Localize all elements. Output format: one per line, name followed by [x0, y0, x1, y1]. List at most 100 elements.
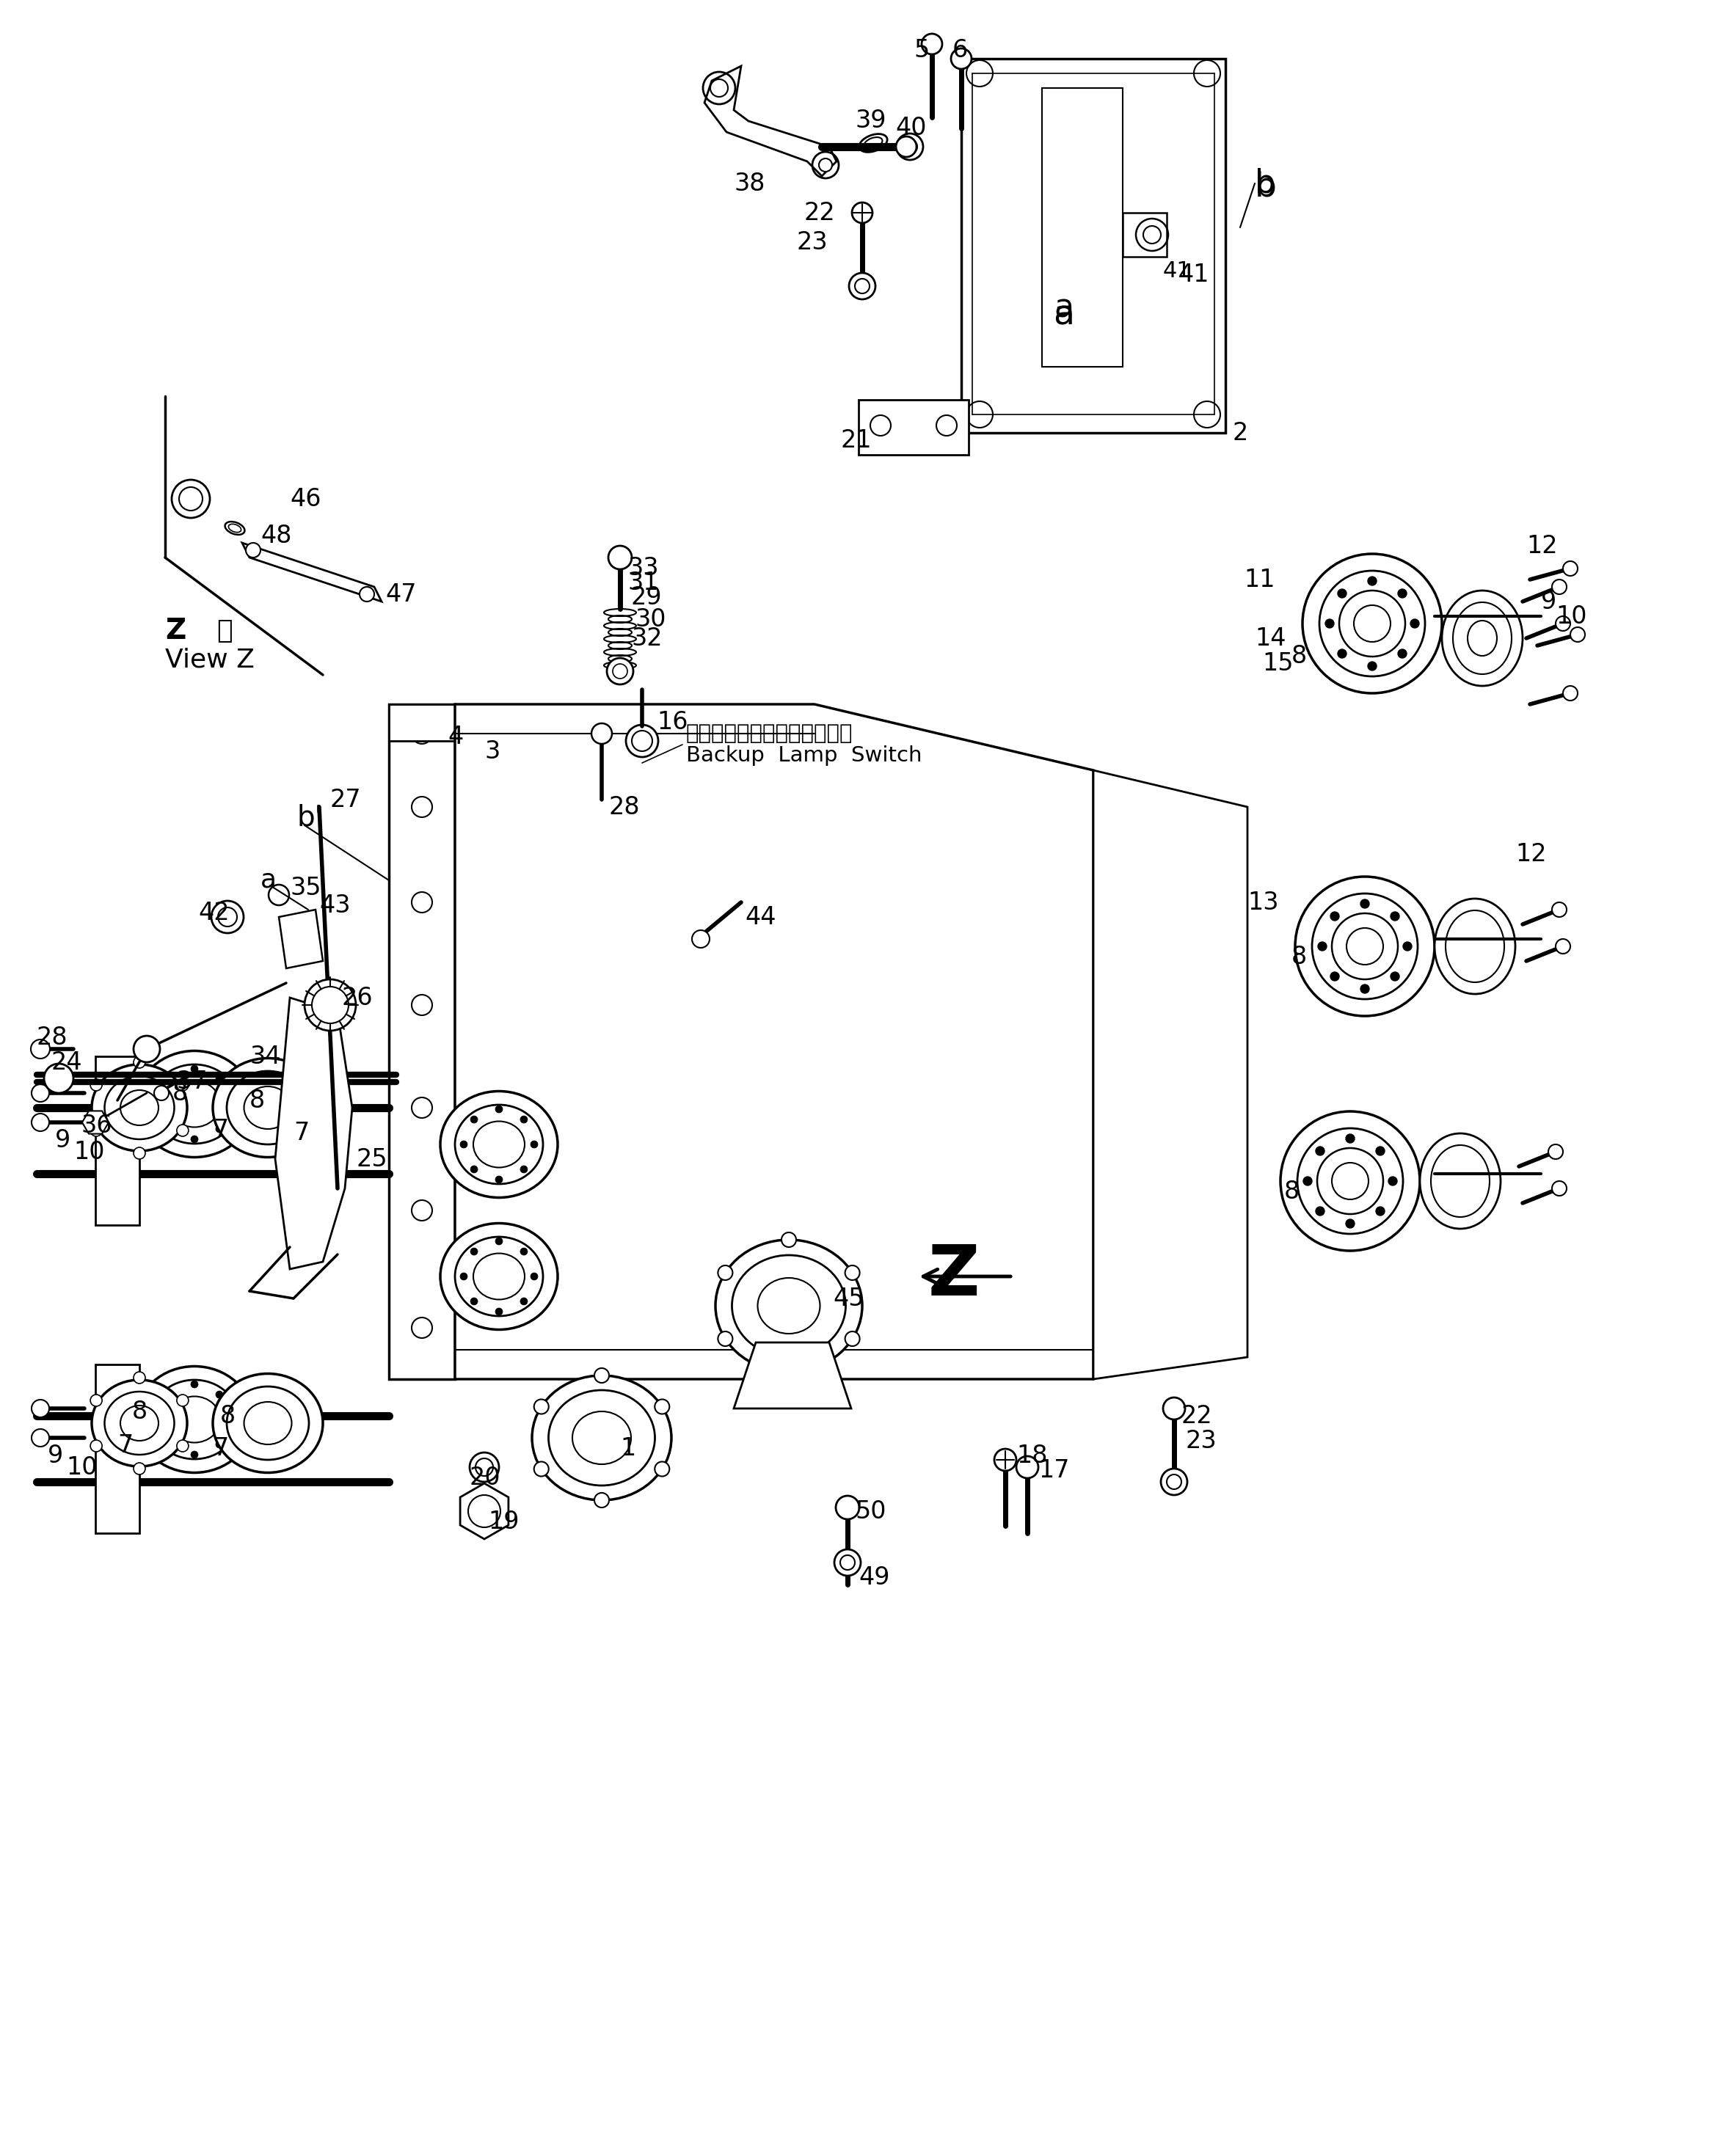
Text: 8: 8	[1283, 1179, 1299, 1205]
Circle shape	[133, 1035, 161, 1063]
Text: 10: 10	[1555, 604, 1588, 627]
Circle shape	[1304, 1177, 1313, 1186]
Circle shape	[44, 1063, 73, 1093]
Circle shape	[31, 1039, 50, 1059]
Polygon shape	[1094, 770, 1248, 1380]
Text: 19: 19	[489, 1509, 520, 1535]
Polygon shape	[704, 67, 836, 177]
Ellipse shape	[92, 1065, 186, 1151]
Circle shape	[1345, 1134, 1355, 1143]
Text: 34: 34	[250, 1044, 280, 1069]
Circle shape	[718, 1332, 733, 1345]
Circle shape	[31, 1115, 50, 1132]
Text: 8: 8	[132, 1399, 147, 1425]
Circle shape	[133, 1462, 145, 1475]
Circle shape	[215, 1391, 224, 1399]
Circle shape	[1367, 576, 1376, 586]
Ellipse shape	[865, 138, 882, 149]
Circle shape	[781, 1233, 796, 1246]
Circle shape	[31, 1429, 50, 1447]
Circle shape	[133, 1147, 145, 1160]
Text: b: b	[1254, 170, 1277, 203]
Text: 8: 8	[1292, 944, 1307, 970]
Circle shape	[166, 1076, 173, 1082]
Polygon shape	[275, 998, 352, 1270]
Circle shape	[520, 1166, 528, 1173]
Circle shape	[1571, 627, 1584, 642]
Polygon shape	[390, 705, 807, 742]
Circle shape	[1143, 226, 1160, 244]
Text: 44: 44	[745, 906, 776, 929]
Ellipse shape	[1434, 899, 1516, 994]
Circle shape	[1564, 686, 1577, 701]
Circle shape	[1330, 912, 1340, 921]
Text: 9: 9	[48, 1445, 63, 1468]
Circle shape	[718, 1266, 733, 1281]
Circle shape	[1347, 927, 1383, 964]
Circle shape	[950, 47, 971, 69]
Text: バックアップランプスイッチ: バックアップランプスイッチ	[685, 722, 853, 744]
Circle shape	[607, 658, 634, 683]
Text: 22: 22	[803, 201, 836, 224]
Circle shape	[896, 136, 916, 157]
Circle shape	[897, 134, 923, 160]
Circle shape	[608, 545, 632, 569]
Circle shape	[595, 1369, 608, 1382]
Circle shape	[711, 80, 728, 97]
Bar	[96, 1365, 140, 1533]
Circle shape	[1552, 1181, 1567, 1197]
Text: 43: 43	[320, 895, 350, 918]
Text: 38: 38	[733, 170, 766, 196]
Circle shape	[1017, 1455, 1039, 1479]
Ellipse shape	[214, 1373, 323, 1473]
Circle shape	[1331, 1162, 1369, 1199]
Text: 7: 7	[214, 1117, 229, 1143]
Circle shape	[470, 1298, 479, 1304]
Text: 10: 10	[73, 1141, 104, 1164]
Circle shape	[834, 1550, 861, 1576]
Circle shape	[1338, 589, 1347, 597]
Ellipse shape	[441, 1091, 557, 1197]
Text: 21: 21	[841, 429, 872, 453]
Circle shape	[851, 203, 873, 222]
Circle shape	[595, 1492, 608, 1507]
Text: 27: 27	[330, 787, 362, 811]
Text: 45: 45	[832, 1287, 865, 1311]
Circle shape	[625, 724, 658, 757]
Circle shape	[359, 586, 374, 602]
Circle shape	[1316, 1147, 1324, 1156]
Circle shape	[496, 1106, 502, 1112]
Text: 7: 7	[294, 1121, 309, 1145]
Circle shape	[246, 543, 260, 558]
Circle shape	[655, 1399, 670, 1414]
Circle shape	[176, 1395, 188, 1406]
Polygon shape	[243, 543, 381, 602]
Circle shape	[176, 1080, 188, 1091]
Circle shape	[1552, 903, 1567, 916]
Circle shape	[1354, 606, 1391, 642]
Circle shape	[692, 929, 709, 949]
Circle shape	[460, 1272, 468, 1281]
Text: Z: Z	[166, 617, 186, 645]
Circle shape	[166, 1125, 173, 1132]
Text: 8: 8	[220, 1404, 236, 1427]
Circle shape	[191, 1380, 198, 1388]
Bar	[390, 705, 455, 1380]
Text: 13: 13	[1248, 890, 1278, 914]
Circle shape	[91, 1440, 103, 1451]
Text: a: a	[260, 869, 277, 893]
Text: 46: 46	[291, 487, 321, 511]
Bar	[960, 58, 1225, 433]
Polygon shape	[460, 1483, 509, 1539]
Circle shape	[176, 1125, 188, 1136]
Circle shape	[470, 1248, 479, 1255]
Ellipse shape	[716, 1240, 863, 1371]
Circle shape	[520, 1248, 528, 1255]
Text: 1: 1	[620, 1436, 636, 1462]
Circle shape	[496, 1238, 502, 1244]
Circle shape	[530, 1272, 538, 1281]
Text: 9: 9	[55, 1128, 70, 1153]
Circle shape	[166, 1391, 173, 1399]
Polygon shape	[279, 910, 323, 968]
Circle shape	[226, 1416, 234, 1423]
